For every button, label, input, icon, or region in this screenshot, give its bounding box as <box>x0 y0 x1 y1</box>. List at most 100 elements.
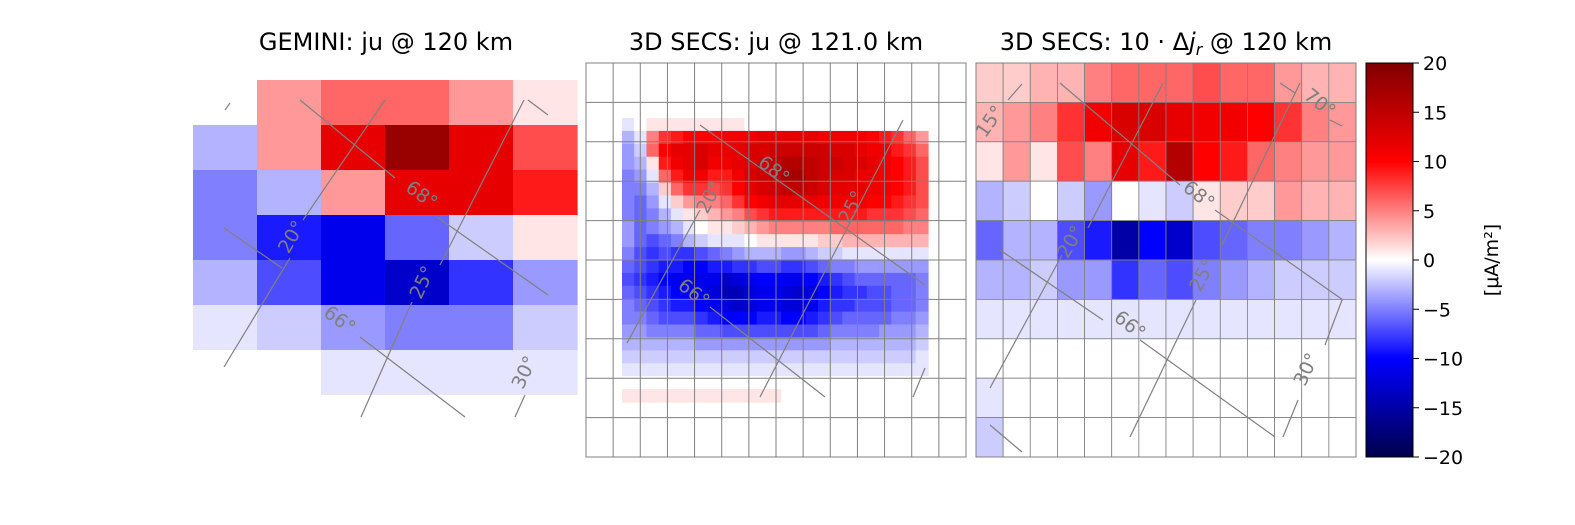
heatmap-cell <box>781 182 794 197</box>
heatmap-cell <box>817 118 831 132</box>
heatmap-cell <box>658 376 672 390</box>
heatmap-cell <box>879 389 892 403</box>
heatmap-cell <box>842 272 856 287</box>
heatmap-cell <box>975 417 1004 458</box>
heatmap-cell <box>707 143 721 158</box>
heatmap-cell <box>719 350 733 364</box>
heatmap-cell <box>915 350 929 364</box>
heatmap-cell <box>1247 259 1275 300</box>
heatmap-cell <box>622 234 635 248</box>
heatmap-cell <box>817 130 831 145</box>
heatmap-cell <box>707 272 721 287</box>
colorbar-tick-label: −15 <box>1423 398 1463 420</box>
heatmap-cell <box>830 182 843 197</box>
heatmap-cell <box>781 298 794 313</box>
heatmap-cell <box>1111 62 1140 103</box>
heatmap-cell <box>385 350 450 396</box>
heatmap-cell <box>257 215 322 261</box>
heatmap-cell <box>1328 141 1357 182</box>
heatmap-cell <box>695 195 709 209</box>
heatmap-cell <box>1192 141 1221 182</box>
heatmap-cell <box>879 337 892 351</box>
heatmap-cell <box>915 260 929 274</box>
heatmap-cell <box>732 182 745 197</box>
heatmap-cell <box>1192 102 1221 143</box>
heatmap-cell <box>1111 180 1140 221</box>
heatmap-cell <box>915 363 929 377</box>
heatmap-cell <box>891 182 905 197</box>
heatmap-cell <box>513 305 578 351</box>
heatmap-cell <box>670 118 684 132</box>
heatmap-cell <box>658 363 672 377</box>
heatmap-cell <box>903 169 917 184</box>
heatmap-cell <box>257 170 322 216</box>
secs-djr-geographic-grid <box>989 82 1344 453</box>
heatmap-cell <box>707 337 721 351</box>
heatmap-cell <box>1219 377 1248 419</box>
heatmap-cell <box>1111 298 1140 340</box>
heatmap-cell <box>744 169 758 184</box>
heatmap-cell <box>879 272 892 287</box>
heatmap-cell <box>695 260 709 274</box>
heatmap-cell <box>1301 220 1330 261</box>
heatmap-cell <box>879 298 892 313</box>
heatmap-cell <box>732 272 745 287</box>
heatmap-cell <box>756 337 770 351</box>
heatmap-cell <box>193 215 258 261</box>
colorbar-tick-label: 5 <box>1423 201 1435 223</box>
heatmap-cell <box>658 350 672 364</box>
heatmap-cell <box>193 395 258 441</box>
heatmap-cell <box>1192 180 1221 221</box>
heatmap-cell <box>830 156 843 171</box>
heatmap-cell <box>1057 259 1085 300</box>
heatmap-cell <box>449 215 514 261</box>
heatmap-cell <box>732 169 745 184</box>
heatmap-cell <box>781 311 794 326</box>
heatmap-cell <box>781 247 794 261</box>
heatmap-cell <box>683 234 697 248</box>
heatmap-cell <box>321 80 386 126</box>
heatmap-cell <box>744 221 758 235</box>
heatmap-cell <box>781 376 794 390</box>
heatmap-cell <box>975 259 1004 300</box>
heatmap-cell <box>1219 259 1248 300</box>
heatmap-cell <box>903 221 917 235</box>
heatmap-cell <box>1328 62 1357 103</box>
heatmap-cell <box>793 143 807 158</box>
heatmap-cell <box>866 234 880 248</box>
heatmap-cell <box>915 298 929 313</box>
heatmap-cell <box>707 195 721 209</box>
heatmap-cell <box>854 298 868 313</box>
heatmap-cell <box>866 156 880 171</box>
heatmap-cell <box>1138 259 1167 300</box>
heatmap-cell <box>658 221 672 235</box>
heatmap-cell <box>658 247 672 261</box>
heatmap-cell <box>781 143 794 158</box>
heatmap-cell <box>321 215 386 261</box>
heatmap-cell <box>1138 338 1167 379</box>
heatmap-cell <box>879 118 892 132</box>
heatmap-cell <box>805 337 819 351</box>
heatmap-cell <box>891 272 905 287</box>
heatmap-cell <box>732 221 745 235</box>
heatmap-cell <box>695 221 709 235</box>
heatmap-cell <box>781 130 794 145</box>
heatmap-cell <box>744 118 758 132</box>
heatmap-cell <box>975 62 1004 103</box>
heatmap-cell <box>842 311 856 326</box>
heatmap-cell <box>756 298 770 313</box>
heatmap-cell <box>622 169 635 184</box>
heatmap-cell <box>1274 180 1303 221</box>
heatmap-cell <box>756 324 770 339</box>
heatmap-cell <box>768 234 782 248</box>
heatmap-cell <box>732 337 745 351</box>
heatmap-cell <box>817 221 831 235</box>
heatmap-cell <box>670 130 684 145</box>
heatmap-cell <box>1002 259 1031 300</box>
heatmap-cell <box>646 234 660 248</box>
heatmap-cell <box>781 234 794 248</box>
heatmap-cell <box>658 337 672 351</box>
heatmap-cell <box>670 298 684 313</box>
heatmap-cell <box>385 305 450 351</box>
heatmap-cell <box>732 234 745 248</box>
